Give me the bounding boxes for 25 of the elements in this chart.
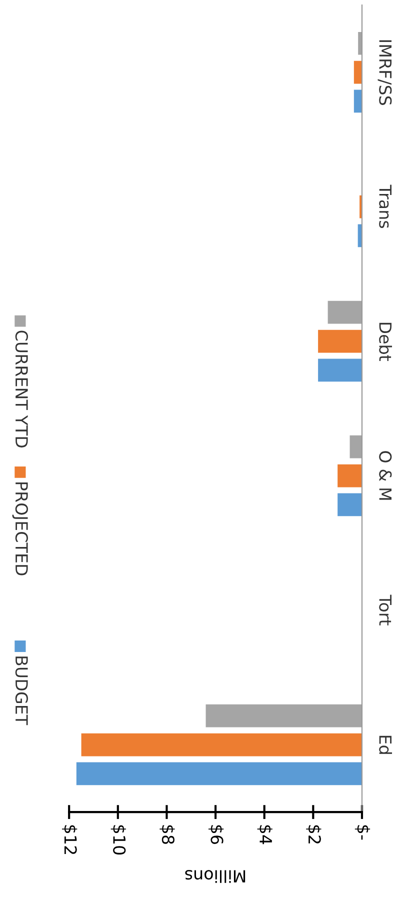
x-tick-label: $8 xyxy=(160,825,175,844)
legend-label: CURRENT YTD xyxy=(15,330,28,448)
y-tick-label: O & M xyxy=(379,451,392,500)
x-tick-label: $6 xyxy=(208,825,224,844)
y-tick-label: Tort xyxy=(379,594,392,626)
bar xyxy=(318,330,362,353)
x-tick-label: $- xyxy=(354,825,370,840)
x-tick-label: $10 xyxy=(110,825,126,855)
bar xyxy=(76,762,362,786)
x-tick-label: $2 xyxy=(306,825,322,844)
x-axis-title: Millions xyxy=(185,870,246,883)
bar xyxy=(338,493,362,516)
y-tick-label: Debt xyxy=(379,322,392,361)
bar xyxy=(318,358,362,382)
legend-label: PROJECTED xyxy=(12,482,28,576)
x-tick-label: $12 xyxy=(62,825,78,854)
x-tick-label: $4 xyxy=(257,825,272,844)
y-tick-label: IMRF/SS xyxy=(378,40,392,105)
legend-label: BUDGET xyxy=(15,656,28,726)
bar xyxy=(354,60,362,84)
y-tick-label: Trans xyxy=(379,184,392,228)
y-tick-label: Ed xyxy=(379,736,392,754)
bar xyxy=(81,733,362,756)
bar xyxy=(354,90,362,113)
bar xyxy=(338,464,362,488)
